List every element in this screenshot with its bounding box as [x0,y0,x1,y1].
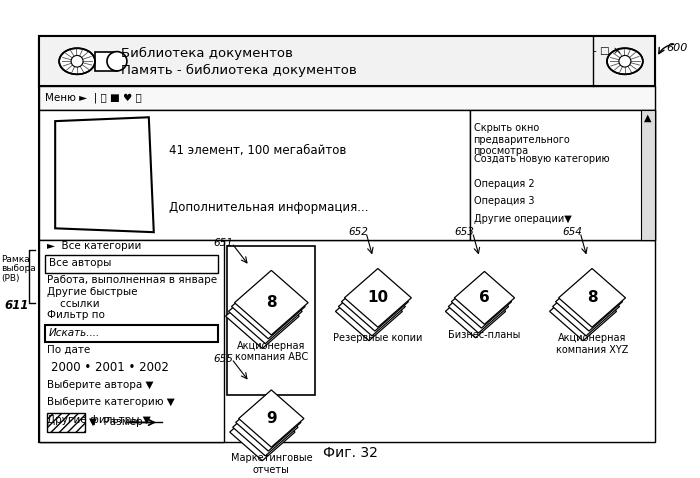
Polygon shape [550,282,617,341]
Polygon shape [335,282,402,341]
Text: Акционерная
компания ABC: Акционерная компания ABC [234,341,308,362]
Text: 652: 652 [348,227,368,237]
Text: Выберите категорию ▼: Выберите категорию ▼ [47,397,175,407]
Text: Выберите автора ▼: Выберите автора ▼ [47,380,154,390]
Polygon shape [232,399,298,456]
Text: Резервные копии: Резервные копии [333,333,423,343]
Bar [640,109,654,240]
Polygon shape [234,271,308,335]
Text: 655: 655 [214,354,233,364]
Polygon shape [232,274,305,339]
Text: 8: 8 [587,290,597,305]
Circle shape [619,55,631,67]
Text: 9: 9 [266,411,276,426]
Text: Библиотека документов: Библиотека документов [121,47,293,60]
Polygon shape [452,275,512,328]
Polygon shape [342,272,408,331]
Text: 654: 654 [562,227,582,237]
Bar [95,52,117,71]
Text: ▲: ▲ [644,112,652,122]
Bar [39,36,654,87]
Bar [39,109,470,240]
Text: - □ ×: - □ × [593,46,622,56]
Ellipse shape [60,48,95,74]
Text: Скрыть окно
предварительного
просмотра: Скрыть окно предварительного просмотра [473,123,570,156]
Text: 8: 8 [266,295,276,310]
Text: Фильтр по: Фильтр по [47,310,105,320]
Bar [39,240,223,442]
Text: 600: 600 [666,43,688,53]
Text: Работа, выполненная в январе: Работа, выполненная в январе [47,275,217,285]
Text: 10: 10 [368,290,388,305]
Text: Операция 2: Операция 2 [473,179,534,189]
Text: (РВ): (РВ) [1,274,20,283]
Bar [228,246,315,395]
Text: Другие операции▼: Другие операции▼ [473,214,571,224]
Circle shape [107,52,127,71]
Polygon shape [230,403,295,461]
Text: Маркетинговые
отчеты: Маркетинговые отчеты [230,453,312,475]
Text: Меню ►  | 🔒 ■ ♥ 🌐: Меню ► | 🔒 ■ ♥ 🌐 [46,93,142,103]
Text: Акционерная
компания XYZ: Акционерная компания XYZ [556,333,628,355]
Polygon shape [559,269,626,327]
Text: Искать....: Искать.... [49,327,100,337]
Bar [46,325,218,342]
Polygon shape [449,280,509,333]
Text: Создать новую категорию: Создать новую категорию [473,154,609,164]
Bar [39,36,654,442]
Text: 6: 6 [479,290,490,305]
Text: 2000 • 2001 • 2002: 2000 • 2001 • 2002 [51,361,169,374]
Text: ▼  Размер: ▼ Размер [89,417,143,427]
Text: Бизнес-планы: Бизнес-планы [448,330,521,340]
Bar [39,87,654,109]
Text: Операция 3: Операция 3 [473,196,534,206]
Polygon shape [338,277,405,336]
Polygon shape [445,285,505,338]
Text: Память - библиотека документов: Память - библиотека документов [121,65,357,77]
Polygon shape [236,394,301,451]
Bar [46,255,218,273]
Polygon shape [225,284,299,348]
Text: 653: 653 [454,227,475,237]
Text: выбора: выбора [1,264,36,273]
Bar [47,413,85,432]
Text: Фиг. 32: Фиг. 32 [323,446,377,460]
Text: Другие быстрые
    ссылки: Другие быстрые ссылки [47,287,138,309]
Polygon shape [552,277,620,336]
Polygon shape [239,390,304,447]
Bar [470,109,654,240]
Bar [39,109,654,240]
Ellipse shape [607,48,643,74]
Polygon shape [228,279,302,344]
Polygon shape [344,269,412,327]
Text: По дате: По дате [47,345,90,355]
Text: Другие фильтры ▼: Другие фильтры ▼ [47,414,151,424]
Polygon shape [556,272,622,331]
Polygon shape [55,117,154,232]
Text: 41 элемент, 100 мегабайтов: 41 элемент, 100 мегабайтов [169,143,346,157]
Text: ►  Все категории: ► Все категории [47,241,141,250]
Text: Дополнительная информация...: Дополнительная информация... [169,201,368,214]
Polygon shape [454,272,514,324]
Text: Рамка: Рамка [1,255,30,264]
Circle shape [71,55,83,67]
Text: Все авторы: Все авторы [49,258,111,268]
Text: 651: 651 [214,238,233,248]
Text: 611: 611 [4,299,29,312]
Bar [39,240,654,442]
